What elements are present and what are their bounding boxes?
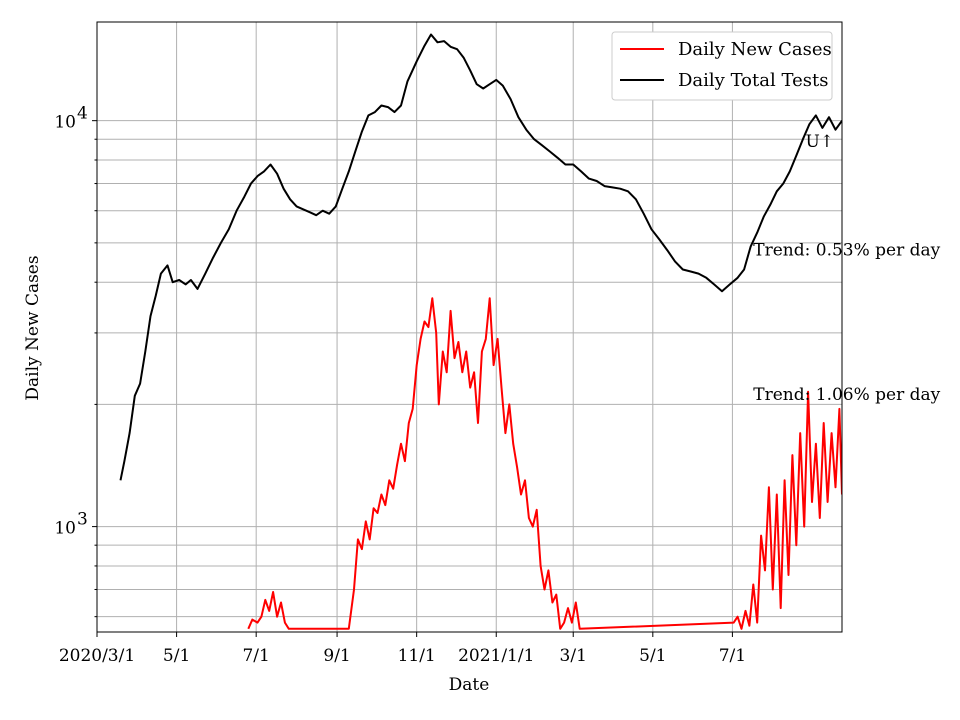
x-tick-label: 2021/1/1: [458, 646, 534, 666]
legend-box: [611, 31, 833, 101]
grid: [96, 22, 842, 632]
legend-label-tests: Daily Total Tests: [678, 70, 828, 91]
series-layer: [119, 33, 842, 630]
x-axis-label: Date: [449, 675, 490, 695]
y-tick-label-base: 10: [54, 113, 76, 133]
x-tick-label: 9/1: [323, 646, 350, 666]
x-tick-label: 7/1: [242, 646, 269, 666]
x-tick-label: 2020/3/1: [59, 646, 135, 666]
x-tick-label: 3/1: [560, 646, 587, 666]
y-tick-label-exponent: 4: [77, 104, 88, 124]
series-line-daily-total-tests: [119, 33, 842, 481]
x-tick-label: 5/1: [163, 646, 190, 666]
x-tick-label: 11/1: [398, 646, 436, 666]
y-tick-label-exponent: 3: [77, 510, 88, 530]
annotations: Trend: 0.53% per day Trend: 1.06% per day…: [753, 132, 940, 405]
annotation-text: Trend: 1.06% per day: [753, 385, 940, 405]
plot-frame: [96, 21, 843, 633]
legend: Daily New Cases Daily Total Tests: [611, 31, 833, 101]
legend-label-cases: Daily New Cases: [678, 39, 832, 60]
y-tick-label-base: 10: [54, 519, 76, 539]
x-tick-label: 7/1: [719, 646, 746, 666]
annotation-text: U↑: [805, 132, 834, 152]
ticks: 2020/3/1 5/1 7/1 9/1 11/1 2021/1/1 3/1 5/1 7/1 10…: [54, 104, 746, 666]
annotation-text: Trend: 0.53% per day: [753, 241, 940, 261]
series-line-daily-new-cases: [247, 297, 842, 630]
x-tick-label: 5/1: [639, 646, 666, 666]
y-axis-label: Daily New Cases: [23, 255, 43, 400]
